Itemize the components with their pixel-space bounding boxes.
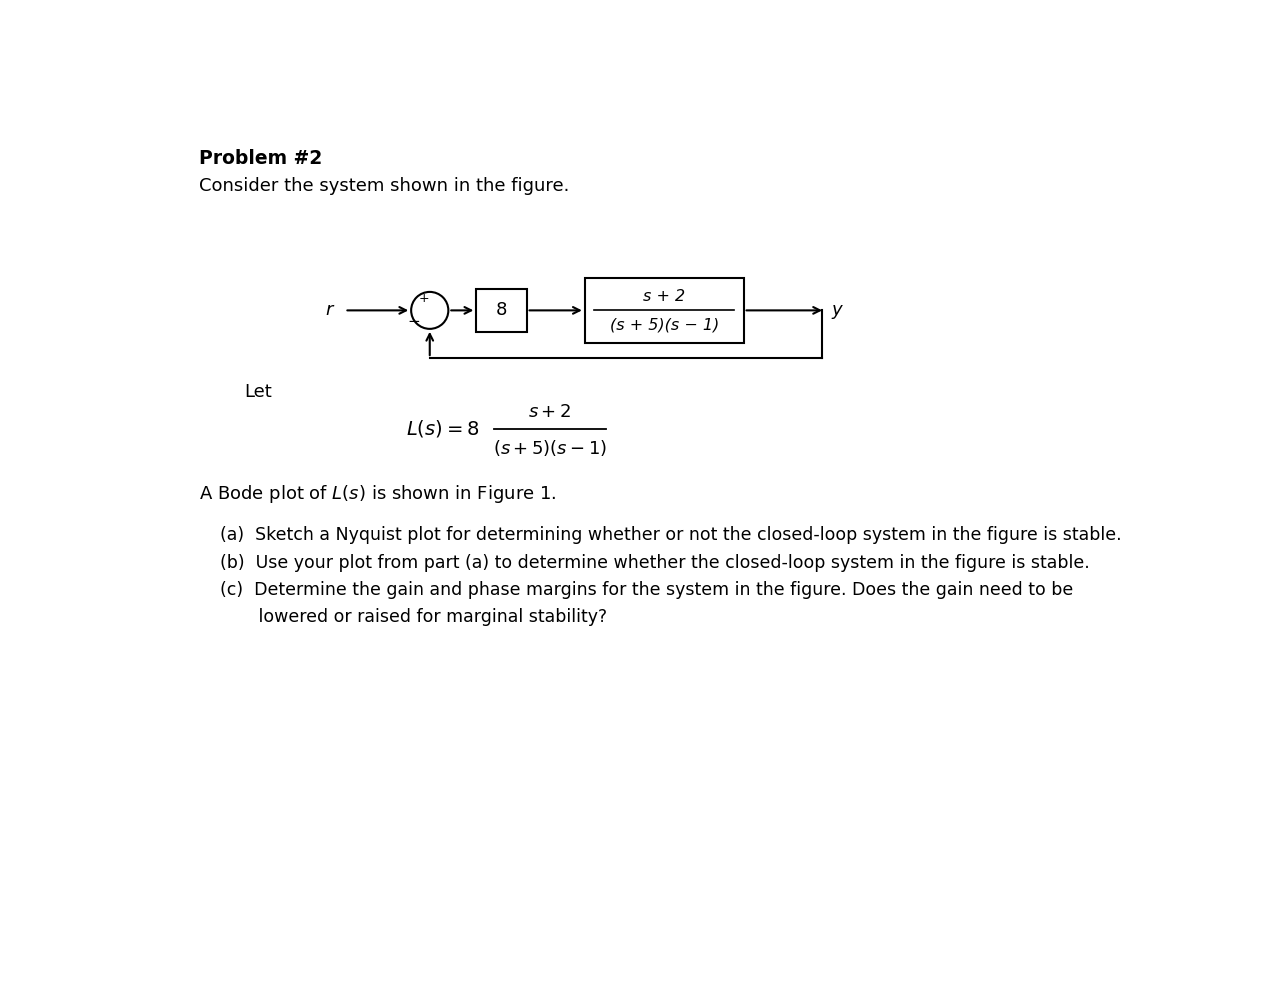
Text: Consider the system shown in the figure.: Consider the system shown in the figure.	[199, 177, 569, 196]
Text: 8: 8	[496, 301, 507, 320]
FancyBboxPatch shape	[585, 278, 743, 343]
Text: y: y	[832, 301, 842, 320]
Text: r: r	[325, 301, 332, 320]
Text: −: −	[407, 313, 420, 329]
FancyBboxPatch shape	[477, 289, 526, 332]
Text: Problem #2: Problem #2	[199, 149, 322, 167]
Text: Let: Let	[243, 383, 271, 401]
Text: s + 2: s + 2	[643, 289, 685, 304]
Text: A Bode plot of $L(s)$ is shown in Figure 1.: A Bode plot of $L(s)$ is shown in Figure…	[199, 483, 557, 505]
Text: +: +	[418, 292, 429, 305]
Text: $L(s) = 8$: $L(s) = 8$	[407, 418, 479, 439]
Text: (b)  Use your plot from part (a) to determine whether the closed-loop system in : (b) Use your plot from part (a) to deter…	[221, 553, 1090, 572]
Text: (s + 5)(s − 1): (s + 5)(s − 1)	[610, 318, 719, 333]
Text: $s + 2$: $s + 2$	[529, 403, 572, 421]
Text: lowered or raised for marginal stability?: lowered or raised for marginal stability…	[221, 609, 607, 626]
Text: (a)  Sketch a Nyquist plot for determining whether or not the closed-loop system: (a) Sketch a Nyquist plot for determinin…	[221, 526, 1122, 544]
Text: (c)  Determine the gain and phase margins for the system in the figure. Does the: (c) Determine the gain and phase margins…	[221, 582, 1074, 600]
Text: $(s + 5)(s - 1)$: $(s + 5)(s - 1)$	[493, 438, 607, 459]
